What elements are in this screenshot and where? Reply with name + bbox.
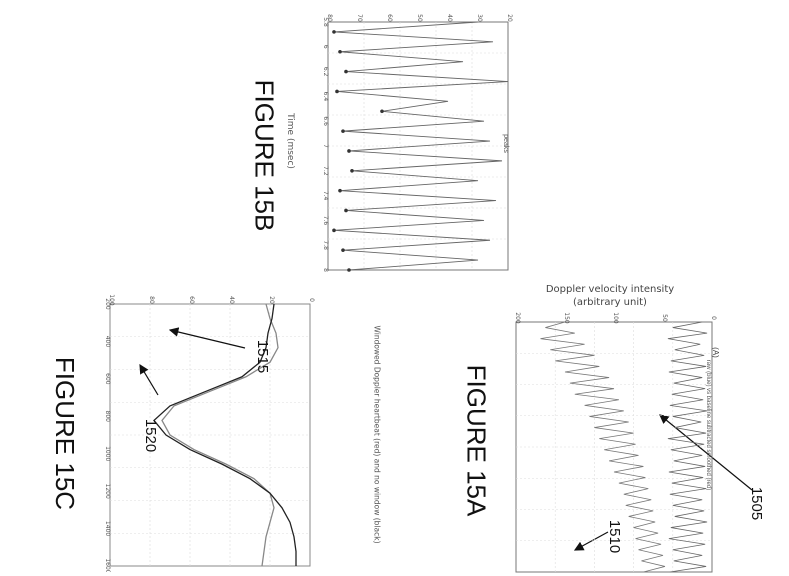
tick-label: 30 xyxy=(476,14,483,22)
tick-label: 1600 xyxy=(104,558,111,572)
peak-marker xyxy=(341,129,345,133)
tick-label: 8 xyxy=(322,268,329,272)
figure-15b: 203040506070805.866.26.46.677.27.47.67.8… xyxy=(290,8,520,278)
peak-marker xyxy=(335,90,339,94)
figure-15a-legend: raw (blue) vs baseline subtracted smooth… xyxy=(705,360,711,490)
tick-label: 70 xyxy=(356,14,363,22)
tick-label: 5.8 xyxy=(322,17,329,27)
tick-label: 50 xyxy=(661,314,668,322)
tick-label: 800 xyxy=(104,411,111,423)
tick-label: 60 xyxy=(188,296,195,304)
tick-label: 200 xyxy=(514,312,521,324)
peak-marker xyxy=(332,229,336,233)
series-line-0 xyxy=(541,322,665,572)
peak-marker xyxy=(341,248,345,252)
tick-label: 7.6 xyxy=(322,216,329,226)
peak-marker xyxy=(350,169,354,173)
tick-label: 6.4 xyxy=(322,92,329,102)
tick-label: 50 xyxy=(416,14,423,22)
tick-label: 7 xyxy=(322,144,329,148)
ref-1520: 1520 xyxy=(142,419,159,452)
tick-label: 0 xyxy=(308,298,315,302)
tick-label: 40 xyxy=(228,296,235,304)
figure-15c-label: FIGURE 15C xyxy=(49,357,80,510)
ref-1505: 1505 xyxy=(748,487,765,520)
tick-label: 200 xyxy=(104,298,111,310)
ylabel-line1: Doppler velocity intensity xyxy=(510,283,710,296)
peak-marker xyxy=(347,149,351,153)
tick-label: 1200 xyxy=(104,484,111,499)
figure-15a-ylabel: Doppler velocity intensity (arbitrary un… xyxy=(510,283,710,309)
tick-label: 6.2 xyxy=(322,67,329,77)
tick-label: 7.8 xyxy=(322,240,329,250)
tick-label: 0 xyxy=(710,316,717,320)
figure-15c-plot: 0204060801002004006008001000120014001600 xyxy=(98,290,320,572)
tick-label: 40 xyxy=(446,14,453,22)
tick-label: 6 xyxy=(322,45,329,49)
tick-label: 7.2 xyxy=(322,166,329,176)
peak-marker xyxy=(344,209,348,213)
panel-tag: (A) xyxy=(711,347,720,358)
tick-label: 400 xyxy=(104,336,111,348)
tick-label: 600 xyxy=(104,373,111,385)
tick-label: 20 xyxy=(506,14,513,22)
tick-label: 7.4 xyxy=(322,191,329,201)
figure-15c-title: Windowed Doppler heartbeat (red) and no … xyxy=(373,325,382,543)
ref-1515: 1515 xyxy=(254,340,271,373)
peak-marker xyxy=(338,189,342,193)
figure-15b-label: FIGURE 15B xyxy=(248,80,279,232)
tick-label: 1000 xyxy=(104,446,111,461)
peak-marker xyxy=(380,109,384,113)
tick-label: 80 xyxy=(148,296,155,304)
tick-label: 20 xyxy=(268,296,275,304)
tick-label: 60 xyxy=(386,14,393,22)
peak-marker xyxy=(344,70,348,74)
ylabel-line2: (arbitrary unit) xyxy=(510,296,710,309)
ref-1510: 1510 xyxy=(606,520,623,553)
peak-marker xyxy=(338,50,342,54)
tick-label: 6.6 xyxy=(322,116,329,126)
peak-marker xyxy=(332,30,336,34)
time-axis-label: Time (msec) xyxy=(285,113,295,169)
tick-label: 100 xyxy=(612,312,619,324)
figure-15c: 0204060801002004006008001000120014001600… xyxy=(98,290,320,572)
peaks-legend: peaks xyxy=(502,134,509,153)
tick-label: 150 xyxy=(563,312,570,324)
tick-label: 1400 xyxy=(104,521,111,536)
figure-15a-label: FIGURE 15A xyxy=(460,365,491,517)
figure-15b-plot: 203040506070805.866.26.46.677.27.47.67.8… xyxy=(290,8,520,278)
peak-marker xyxy=(347,268,351,272)
